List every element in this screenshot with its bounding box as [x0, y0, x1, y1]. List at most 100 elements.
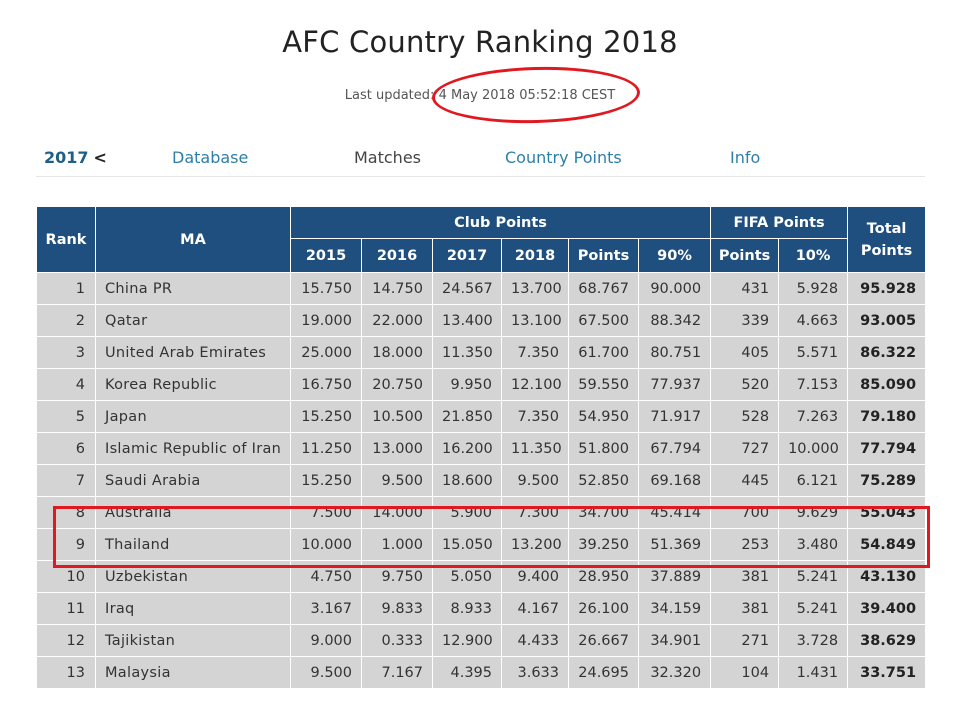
- cell-club-2018: 13.700: [501, 272, 569, 305]
- cell-club-points: 68.767: [568, 272, 639, 305]
- cell-club-2017: 12.900: [432, 624, 502, 657]
- header-total-points: Total Points: [847, 206, 927, 273]
- cell-club-2015: 15.250: [290, 464, 362, 497]
- cell-fifa-points: 381: [710, 592, 780, 625]
- cell-club-2016: 20.750: [361, 368, 433, 401]
- cell-club-90pct: 34.159: [637, 592, 712, 625]
- cell-club-points: 51.800: [568, 432, 639, 465]
- cell-total-points: 86.322: [847, 336, 927, 369]
- cell-fifa-points: 727: [710, 432, 780, 465]
- cell-fifa-points: 445: [710, 464, 780, 497]
- header-club-points-sum: Points: [568, 238, 639, 273]
- cell-fifa-10pct: 6.121: [778, 464, 849, 497]
- cell-total-points: 39.400: [847, 592, 927, 625]
- page-title: AFC Country Ranking 2018: [282, 25, 678, 60]
- ranking-table: Rank MA Club Points FIFA Points Total Po…: [36, 206, 927, 689]
- cell-club-points: 61.700: [568, 336, 639, 369]
- cell-club-points: 59.550: [568, 368, 639, 401]
- cell-fifa-10pct: 7.153: [778, 368, 849, 401]
- cell-rank: 2: [36, 304, 96, 337]
- cell-club-2017: 4.395: [432, 656, 502, 689]
- cell-rank: 8: [36, 496, 96, 529]
- cell-club-points: 54.950: [568, 400, 639, 433]
- cell-fifa-points: 520: [710, 368, 780, 401]
- header-rank: Rank: [36, 206, 96, 273]
- cell-fifa-points: 405: [710, 336, 780, 369]
- table-row: 9 Thailand 10.000 1.000 15.050 13.200 39.250 51…: [36, 528, 927, 561]
- cell-club-2015: 9.000: [290, 624, 362, 657]
- cell-fifa-points: 528: [710, 400, 780, 433]
- table-row: 7 Saudi Arabia 15.250 9.500 18.600 9.500 52.85…: [36, 464, 927, 497]
- cell-club-2016: 0.333: [361, 624, 433, 657]
- cell-club-2018: 12.100: [501, 368, 569, 401]
- cell-club-2016: 10.500: [361, 400, 433, 433]
- cell-ma: Saudi Arabia: [95, 464, 291, 497]
- header-club-2018: 2018: [501, 238, 569, 273]
- cell-club-2015: 7.500: [290, 496, 362, 529]
- cell-club-90pct: 51.369: [637, 528, 712, 561]
- cell-total-points: 95.928: [847, 272, 927, 305]
- cell-club-2015: 9.500: [290, 656, 362, 689]
- cell-club-90pct: 90.000: [637, 272, 712, 305]
- cell-fifa-points: 339: [710, 304, 780, 337]
- header-fifa-10pct: 10%: [778, 238, 849, 273]
- cell-club-2016: 14.750: [361, 272, 433, 305]
- nav-year-selector[interactable]: 2017 <: [44, 148, 107, 167]
- cell-fifa-points: 271: [710, 624, 780, 657]
- cell-club-points: 52.850: [568, 464, 639, 497]
- cell-fifa-points: 700: [710, 496, 780, 529]
- nav-matches-link[interactable]: Matches: [354, 148, 421, 167]
- cell-club-2016: 9.833: [361, 592, 433, 625]
- table-row: 8 Australia 7.500 14.000 5.900 7.300 34.700 45.…: [36, 496, 927, 529]
- cell-ma: Korea Republic: [95, 368, 291, 401]
- cell-ma: Australia: [95, 496, 291, 529]
- cell-fifa-10pct: 5.241: [778, 592, 849, 625]
- nav-database-link[interactable]: Database: [172, 148, 249, 167]
- cell-rank: 6: [36, 432, 96, 465]
- nav-info-link[interactable]: Info: [730, 148, 761, 167]
- chevron-left-icon[interactable]: <: [93, 148, 107, 167]
- cell-club-90pct: 34.901: [637, 624, 712, 657]
- annotation-ellipse: [431, 64, 641, 126]
- cell-ma: Thailand: [95, 528, 291, 561]
- header-total-line1: Total: [866, 220, 907, 237]
- cell-club-2018: 7.300: [501, 496, 569, 529]
- table-row: 12 Tajikistan 9.000 0.333 12.900 4.433 26.667 3…: [36, 624, 927, 657]
- cell-club-2016: 13.000: [361, 432, 433, 465]
- cell-club-points: 67.500: [568, 304, 639, 337]
- cell-club-2015: 19.000: [290, 304, 362, 337]
- header-club-points: Club Points: [289, 206, 712, 239]
- last-updated-separator: :: [430, 88, 435, 103]
- cell-club-points: 39.250: [568, 528, 639, 561]
- cell-fifa-10pct: 9.629: [778, 496, 849, 529]
- cell-club-90pct: 77.937: [637, 368, 712, 401]
- cell-club-2017: 18.600: [432, 464, 502, 497]
- cell-club-points: 26.100: [568, 592, 639, 625]
- cell-fifa-10pct: 1.431: [778, 656, 849, 689]
- last-updated-value: 4 May 2018 05:52:18 CEST: [438, 88, 616, 103]
- table-row: 13 Malaysia 9.500 7.167 4.395 3.633 24.695 32.3…: [36, 656, 927, 689]
- cell-club-90pct: 32.320: [637, 656, 712, 689]
- cell-rank: 13: [36, 656, 96, 689]
- cell-club-2015: 3.167: [290, 592, 362, 625]
- cell-club-90pct: 71.917: [637, 400, 712, 433]
- nav-year-label: 2017: [44, 148, 89, 167]
- cell-fifa-10pct: 3.728: [778, 624, 849, 657]
- cell-fifa-10pct: 3.480: [778, 528, 849, 561]
- last-updated-label: Last updated: [344, 88, 431, 103]
- cell-club-2017: 8.933: [432, 592, 502, 625]
- cell-club-2015: 15.250: [290, 400, 362, 433]
- cell-total-points: 85.090: [847, 368, 927, 401]
- cell-fifa-10pct: 10.000: [778, 432, 849, 465]
- cell-fifa-10pct: 4.663: [778, 304, 849, 337]
- cell-club-2015: 15.750: [290, 272, 362, 305]
- cell-rank: 7: [36, 464, 96, 497]
- cell-fifa-points: 104: [710, 656, 780, 689]
- cell-club-2017: 11.350: [432, 336, 502, 369]
- cell-total-points: 77.794: [847, 432, 927, 465]
- nav-country-points-link[interactable]: Country Points: [505, 148, 622, 167]
- cell-total-points: 38.629: [847, 624, 927, 657]
- header-club-2016: 2016: [361, 238, 433, 273]
- cell-rank: 3: [36, 336, 96, 369]
- cell-club-2017: 5.900: [432, 496, 502, 529]
